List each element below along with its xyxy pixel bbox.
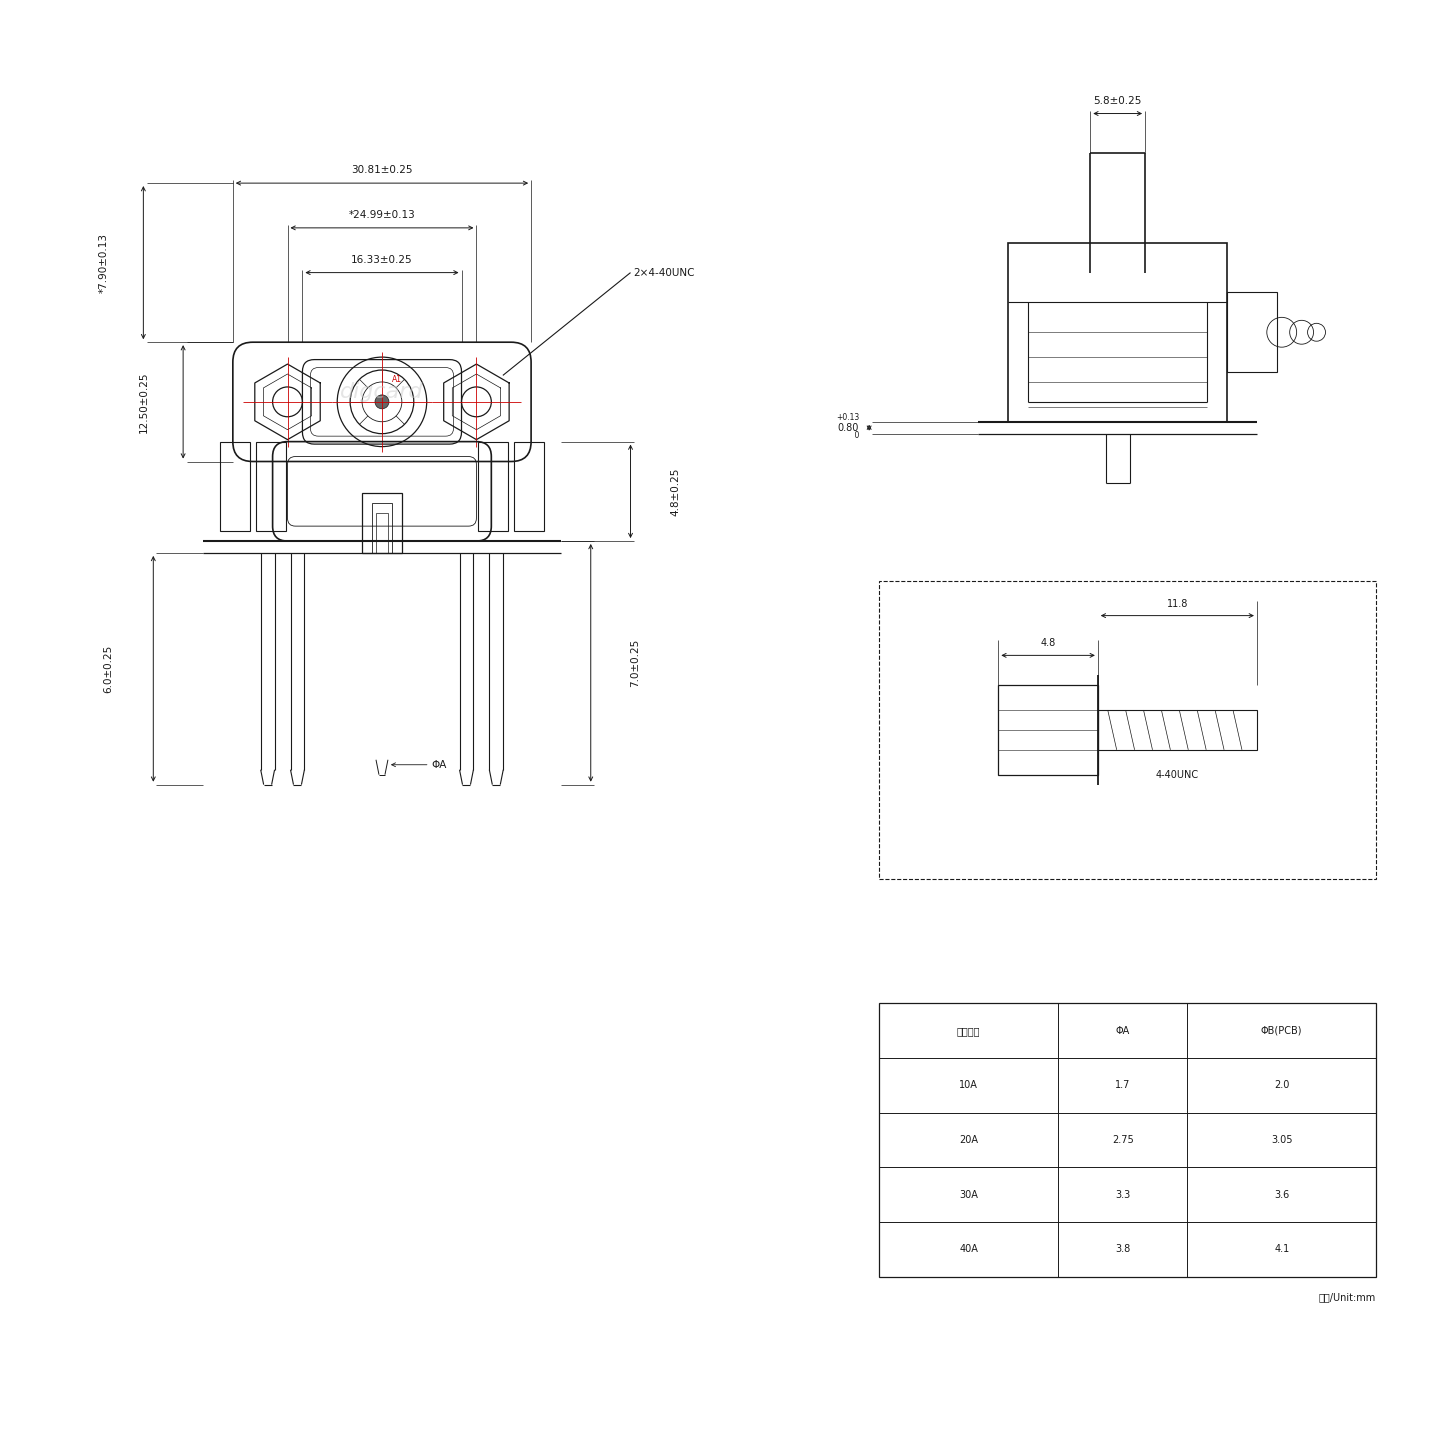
Text: 额定电流: 额定电流 <box>956 1025 981 1035</box>
Bar <box>361 494 402 553</box>
Text: 0.80: 0.80 <box>838 423 860 432</box>
Text: ΦA: ΦA <box>1116 1025 1130 1035</box>
Text: 4.8: 4.8 <box>1041 638 1056 648</box>
Text: *24.99±0.13: *24.99±0.13 <box>348 210 415 220</box>
Text: 4-40UNC: 4-40UNC <box>1156 770 1200 779</box>
Text: 4.1: 4.1 <box>1274 1244 1289 1254</box>
Text: 3.3: 3.3 <box>1115 1189 1130 1200</box>
Text: 3.05: 3.05 <box>1272 1135 1293 1145</box>
Text: 0: 0 <box>845 431 860 441</box>
Bar <box>256 442 285 531</box>
Bar <box>1008 243 1227 422</box>
Text: 4.8±0.25: 4.8±0.25 <box>670 467 680 516</box>
Bar <box>878 1004 1377 1277</box>
Text: 2×4-40UNC: 2×4-40UNC <box>634 268 696 278</box>
Text: 2.75: 2.75 <box>1112 1135 1133 1145</box>
Text: 6.0±0.25: 6.0±0.25 <box>104 645 114 693</box>
Text: 2.0: 2.0 <box>1274 1080 1289 1090</box>
Text: 10A: 10A <box>959 1080 978 1090</box>
Bar <box>376 513 387 553</box>
Bar <box>878 580 1377 878</box>
Text: 11.8: 11.8 <box>1166 599 1188 609</box>
Text: 5.8±0.25: 5.8±0.25 <box>1093 95 1142 105</box>
Text: *7.90±0.13: *7.90±0.13 <box>98 233 108 292</box>
Text: digcard: digcard <box>340 382 423 402</box>
Bar <box>1227 292 1277 372</box>
Bar <box>220 442 249 531</box>
Text: ΦA: ΦA <box>432 760 446 770</box>
Text: 3.8: 3.8 <box>1115 1244 1130 1254</box>
Text: 30A: 30A <box>959 1189 978 1200</box>
Text: 30.81±0.25: 30.81±0.25 <box>351 166 413 176</box>
Circle shape <box>374 395 389 409</box>
Bar <box>478 442 508 531</box>
Text: 3.6: 3.6 <box>1274 1189 1289 1200</box>
Text: 1.7: 1.7 <box>1115 1080 1130 1090</box>
Text: A1: A1 <box>392 374 402 384</box>
Bar <box>1097 710 1257 750</box>
Bar <box>372 503 392 553</box>
Text: 16.33±0.25: 16.33±0.25 <box>351 255 413 265</box>
Bar <box>514 442 544 531</box>
Bar <box>998 685 1097 775</box>
Text: +0.13: +0.13 <box>837 413 860 422</box>
Text: 40A: 40A <box>959 1244 978 1254</box>
Text: 20A: 20A <box>959 1135 978 1145</box>
Text: 12.50±0.25: 12.50±0.25 <box>138 372 148 432</box>
Text: 7.0±0.25: 7.0±0.25 <box>631 639 641 687</box>
Text: ΦB(PCB): ΦB(PCB) <box>1261 1025 1303 1035</box>
Text: 单位/Unit:mm: 单位/Unit:mm <box>1319 1292 1377 1302</box>
